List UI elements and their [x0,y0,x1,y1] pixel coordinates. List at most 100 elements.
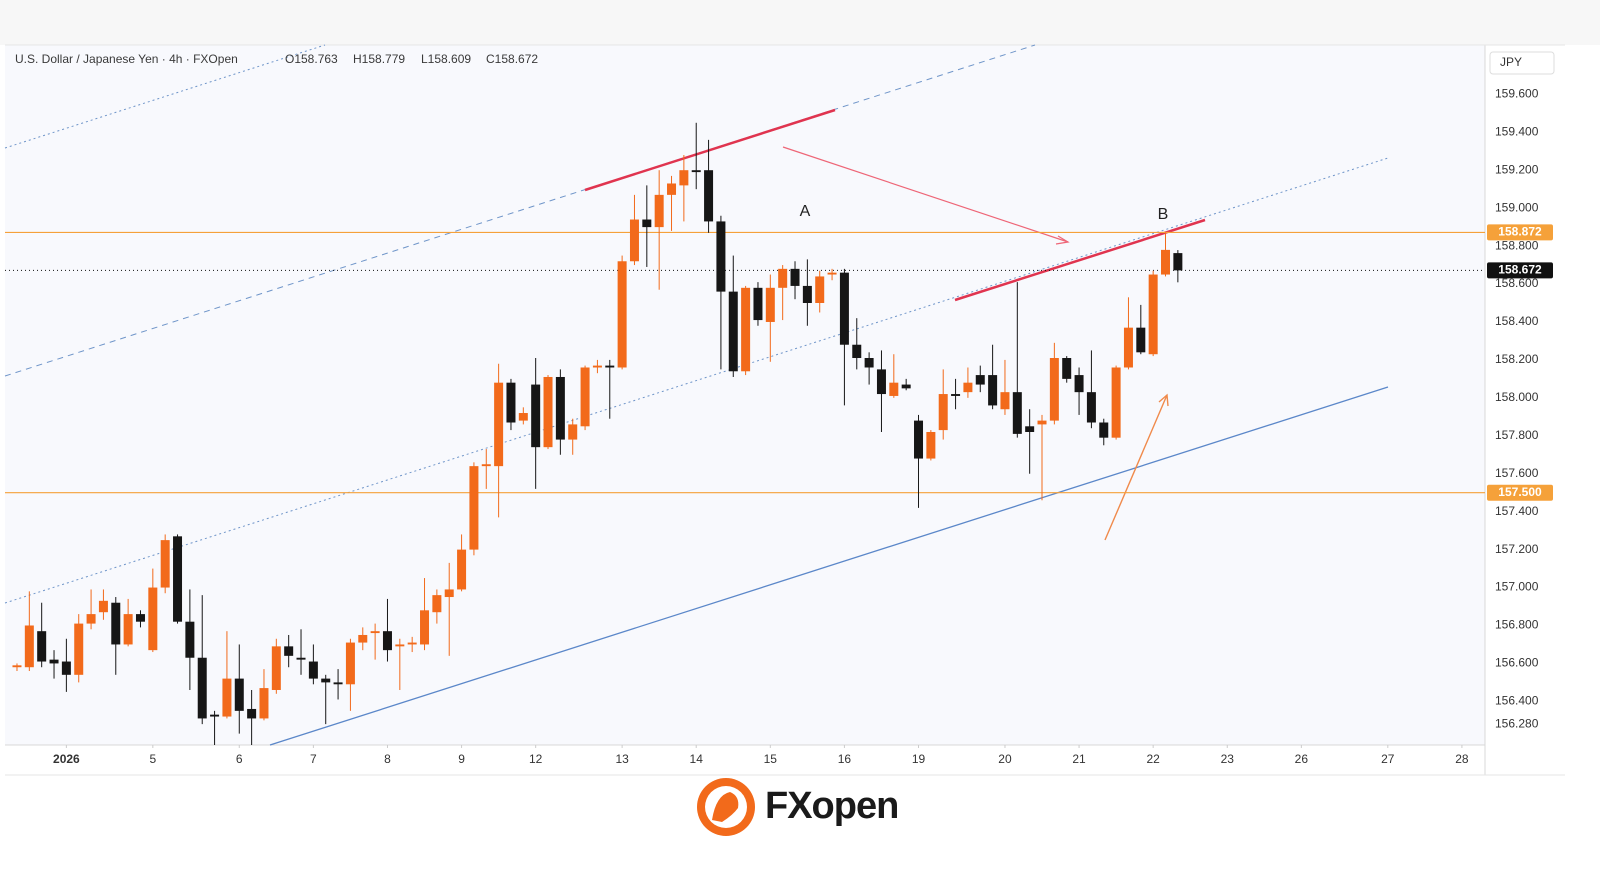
candle-body [345,642,355,685]
legend-open: O158.763 [285,52,338,66]
y-tick-label: 158.000 [1495,390,1539,404]
candle-body [778,268,788,288]
candle-body [197,657,207,719]
x-tick-label: 22 [1146,752,1160,766]
x-tick-label: 5 [149,752,156,766]
candle-body [259,688,269,719]
x-tick-label: 13 [615,752,629,766]
candle-body [1049,358,1059,421]
candle-body [926,431,936,459]
candle-body [839,272,849,345]
x-tick-label: 12 [529,752,543,766]
candle-body [543,376,553,448]
x-tick-label: 6 [236,752,243,766]
candle-body [555,376,565,440]
candle-body [407,642,417,645]
candle-body [1123,327,1133,368]
x-tick-label: 15 [764,752,778,766]
candle-body [284,646,294,656]
y-tick-label: 159.400 [1495,124,1539,138]
x-tick-label: 28 [1455,752,1469,766]
y-tick-label: 156.600 [1495,656,1539,670]
candle-body [148,587,158,651]
candle-body [185,621,195,658]
candle-body [247,708,257,719]
candle-body [1074,375,1084,393]
candle-body [790,268,800,286]
x-tick-label: 19 [912,752,926,766]
candle-body [333,682,343,685]
y-tick-label: 156.800 [1495,618,1539,632]
candle-body [629,219,639,262]
x-tick-label: 16 [838,752,852,766]
y-tick-label: 158.600 [1495,276,1539,290]
candle-body [876,369,886,395]
candle-body [988,375,998,406]
candle-body [864,358,874,368]
candle-body [1025,426,1035,432]
x-tick-label: 9 [458,752,465,766]
channel-upper-line [4,44,1036,377]
candle-body [123,614,133,645]
candle-body [160,540,170,588]
y-tick-label: 156.280 [1495,716,1539,730]
candle-body [1111,367,1121,438]
candle-body [1086,392,1096,423]
price-box-label: 158.672 [1498,263,1542,277]
candle-body [382,631,392,651]
candle-body [691,170,701,173]
candle-body [592,365,602,368]
x-tick-label: 21 [1072,752,1086,766]
candle-body [370,631,380,634]
candle-body [889,382,899,396]
candle-body [173,536,183,622]
candle-body [1037,420,1047,425]
candle-body [901,384,911,389]
y-tick-label: 158.800 [1495,238,1539,252]
y-tick-label: 159.000 [1495,200,1539,214]
candle-body [24,625,34,668]
y-unit: JPY [1500,55,1522,69]
candle-body [296,657,306,660]
candle-body [494,382,504,467]
candle-body [642,219,652,228]
x-tick-label: 8 [384,752,391,766]
candle-body [765,287,775,322]
candle-body [481,464,491,467]
candle-body [358,634,368,643]
y-tick-label: 158.400 [1495,314,1539,328]
y-tick-label: 159.200 [1495,162,1539,176]
y-tick-label: 157.400 [1495,504,1539,518]
x-tick-label: 14 [690,752,704,766]
candle-body [469,466,479,550]
candle-body [222,678,232,717]
x-tick-label: 23 [1221,752,1235,766]
candle-body [271,646,281,690]
candle-body [975,375,985,385]
candle-body [111,602,121,645]
candle-body [506,382,516,423]
candle-body [395,644,405,647]
chart-title: U.S. Dollar / Japanese Yen · 4h · FXOpen [15,52,238,66]
candle-body [753,287,763,321]
price-box [1487,484,1553,501]
candle-body [728,291,738,372]
y-tick-label: 158.200 [1495,352,1539,366]
candle-body [1012,392,1022,434]
candle-body [1000,392,1010,410]
y-tick-label: 156.400 [1495,694,1539,708]
candle-body [432,595,442,613]
candle-body [444,589,454,598]
candle-body [420,610,430,645]
candle-body [704,170,714,222]
annotation: B [1158,206,1169,223]
candle-body [963,382,973,393]
candle-body [37,631,47,662]
candle-body [667,183,677,195]
y-tick-label: 157.000 [1495,580,1539,594]
candle-body [914,420,924,459]
annotation: A [800,203,811,220]
price-box [1487,262,1553,279]
